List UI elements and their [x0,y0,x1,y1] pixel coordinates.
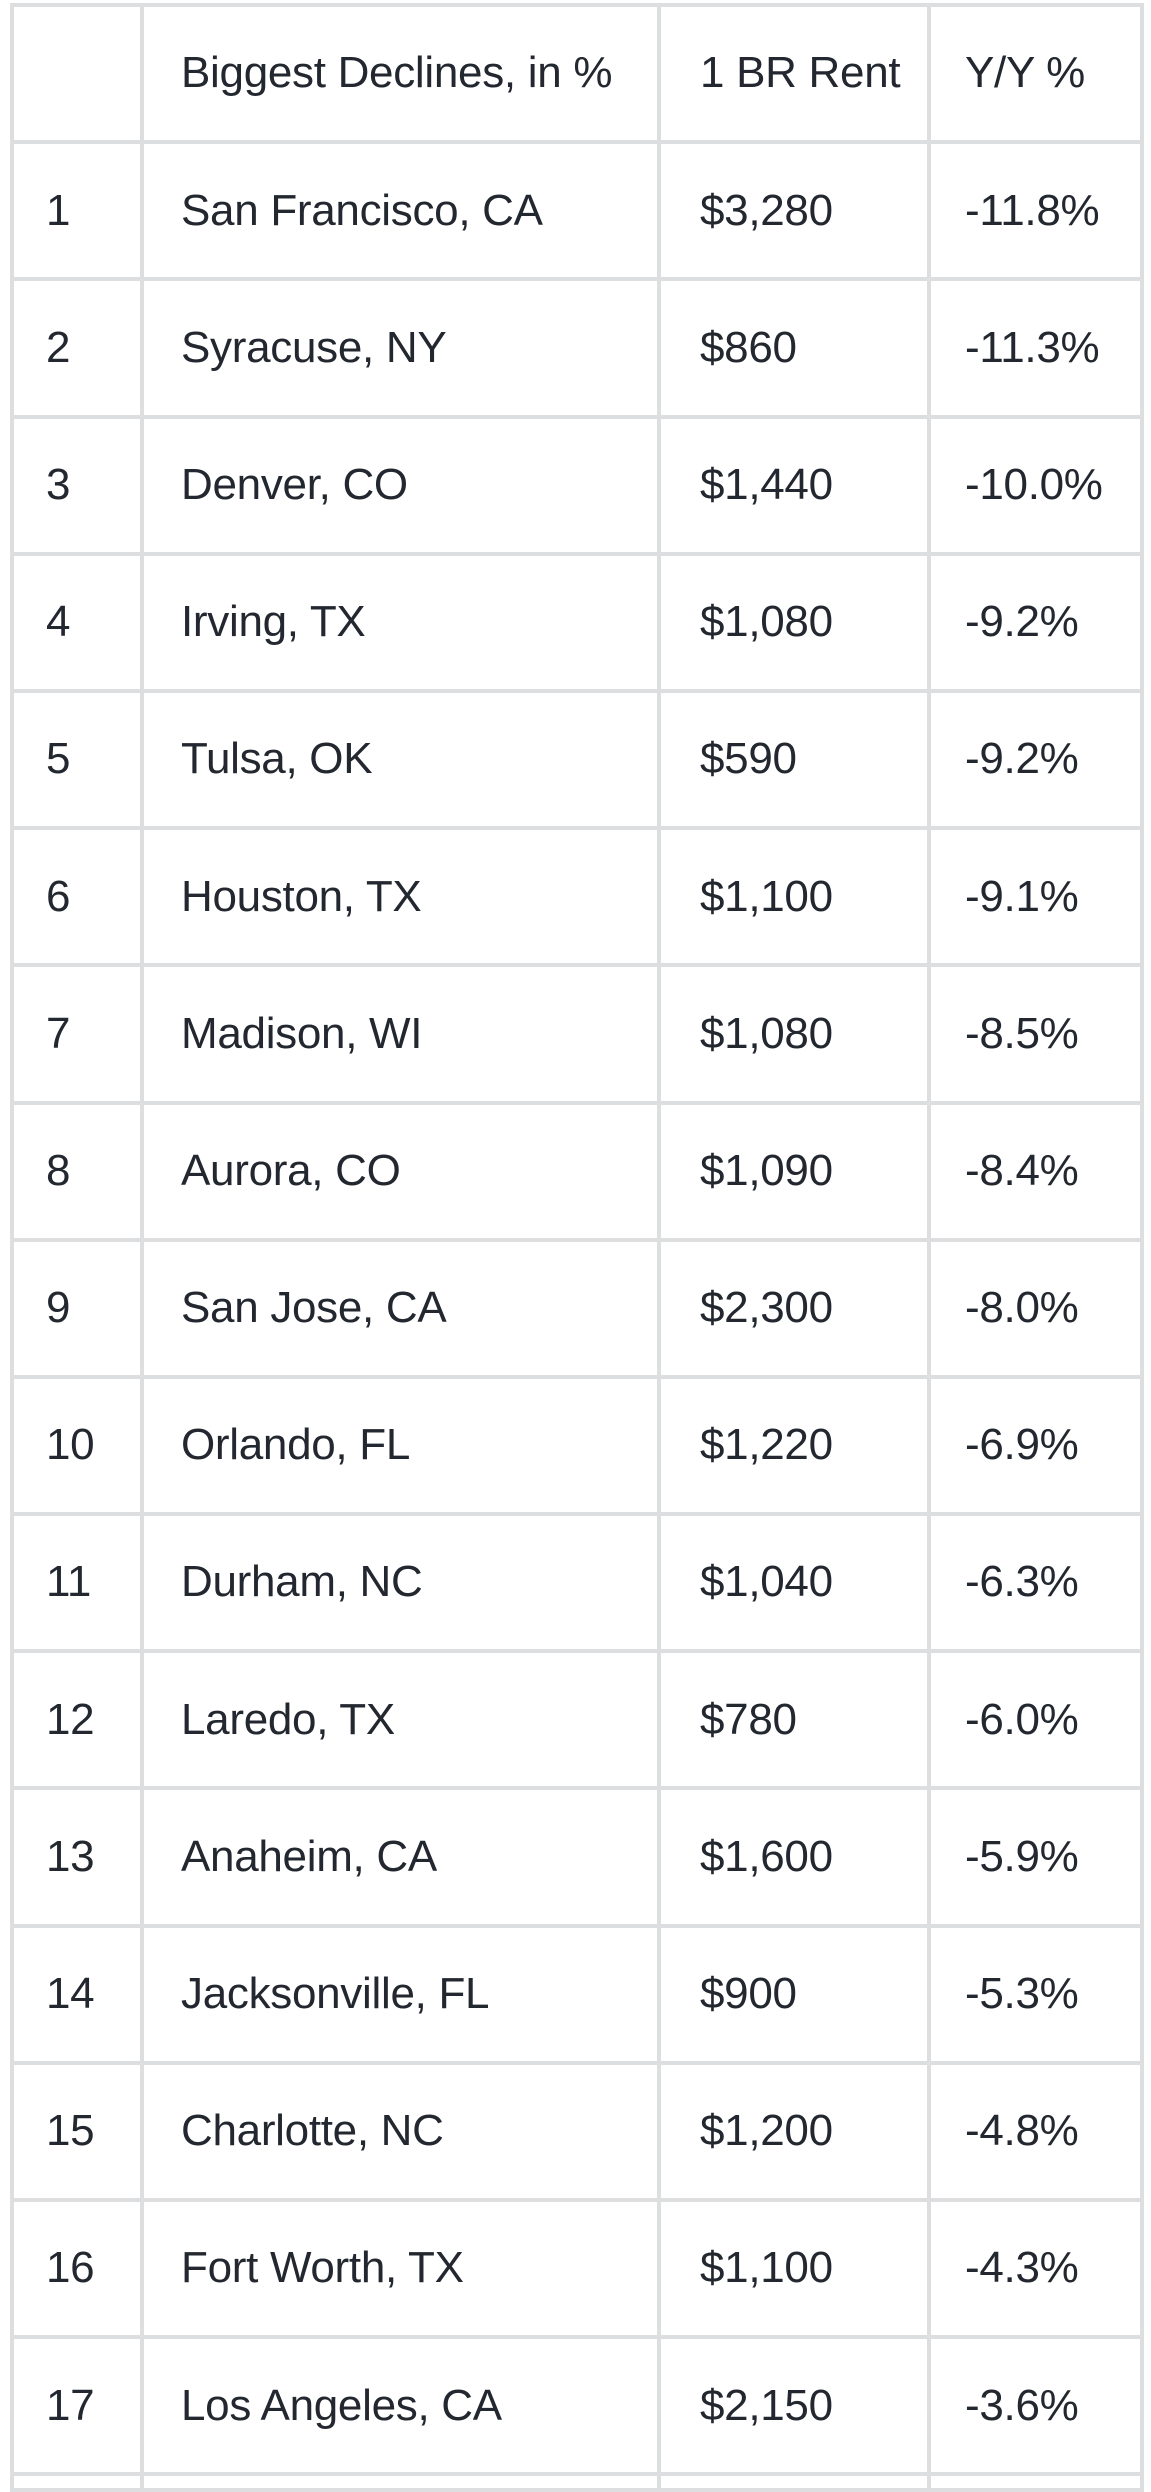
table-row: 16 Fort Worth, TX $1,100 -4.3% [14,2202,1140,2340]
row-city-cell: San Francisco, CA [144,144,661,278]
table-row: 4 Irving, TX $1,080 -9.2% [14,555,1140,693]
row-rent-cell: $2,150 [661,2339,931,2473]
row-yoy-cell: -6.0% [965,1694,1079,1744]
row-yoy-cell: -6.3% [965,1557,1079,1607]
row-yoy-cell: -8.4% [965,1145,1079,1195]
row-rent-cell: $3,280 [661,144,931,278]
row-yoy-cell: -11.3% [965,322,1100,372]
row-city-cell: Jacksonville, FL [144,1927,661,2061]
row-city-cell: Laredo, TX [144,1653,661,1787]
row-yoy-cell: -6.9% [965,1420,1079,1470]
row-rent-cell: $1,080 [661,555,931,689]
row-rent-cell [661,2476,931,2489]
row-city-cell: Madison, WI [144,967,661,1101]
row-city-cell: Syracuse, NY [144,281,661,415]
row-rent-cell: $1,440 [661,418,931,552]
row-city-cell: Aurora, CO [144,1104,661,1238]
row-rent-cell: $1,080 [661,967,931,1101]
row-rank-cell: 10 [14,1378,144,1513]
row-rent-cell: $1,220 [661,1378,931,1513]
row-city-cell: Denver, CO [144,418,661,552]
row-rent-cell: $2,300 [661,1241,931,1375]
table-body: 1 San Francisco, CA $3,280 -11.8% 2 Syracuse,… [14,144,1140,2477]
row-yoy-cell: -9.2% [965,597,1079,647]
table-row: 14 Jacksonville, FL $900 -5.3% [14,1927,1140,2065]
row-city-cell [144,2476,661,2489]
row-rent-cell: $1,040 [661,1516,931,1650]
row-yoy-cell: -9.2% [965,734,1079,784]
table-row: 6 Houston, TX $1,100 -9.1% [14,830,1140,968]
header-city-cell: Biggest Declines, in % [144,7,661,141]
row-yoy-cell: -4.8% [965,2106,1079,2156]
row-rank-cell: 8 [14,1104,144,1238]
row-rent-cell: $1,100 [661,2202,931,2336]
table-header-row: Biggest Declines, in % 1 BR Rent Y/Y % [14,7,1140,145]
row-city-cell: Anaheim, CA [144,1790,661,1924]
row-rank-cell: 13 [14,1790,144,1924]
row-yoy-cell: -8.0% [965,1283,1079,1333]
row-rent-cell: $1,100 [661,830,931,964]
header-yoy-cell: Y/Y % [965,48,1085,98]
row-city-cell: Houston, TX [144,830,661,964]
row-rent-cell: $590 [661,692,931,827]
row-rank-cell: 5 [14,692,144,827]
table-row: 15 Charlotte, NC $1,200 -4.8% [14,2064,1140,2202]
row-rank-cell: 2 [14,281,144,415]
table-row: 9 San Jose, CA $2,300 -8.0% [14,1241,1140,1379]
header-rent-cell: 1 BR Rent [661,7,931,141]
row-rank-cell: 7 [14,967,144,1101]
row-rank-cell: 14 [14,1927,144,2061]
row-city-cell: Orlando, FL [144,1378,661,1513]
table-row: 12 Laredo, TX $780 -6.0% [14,1653,1140,1791]
row-yoy-cell: -4.3% [965,2243,1079,2293]
row-city-cell: Durham, NC [144,1516,661,1650]
table-row: 10 Orlando, FL $1,220 -6.9% [14,1378,1140,1517]
row-rank-cell: 1 [14,144,144,278]
row-yoy-cell: -5.9% [965,1831,1079,1881]
row-yoy-cell: -5.3% [965,1969,1079,2019]
table-row: 17 Los Angeles, CA $2,150 -3.6% [14,2339,1140,2477]
row-yoy-cell: -10.0% [965,459,1103,509]
row-rank-cell: 15 [14,2064,144,2198]
row-rank-cell: 6 [14,830,144,964]
row-city-cell: Irving, TX [144,555,661,689]
row-city-cell: Charlotte, NC [144,2064,661,2198]
row-rent-cell: $900 [661,1927,931,2061]
row-yoy-cell: -9.1% [965,871,1079,921]
row-rank-cell: 9 [14,1241,144,1375]
table-row: 3 Denver, CO $1,440 -10.0% [14,418,1140,556]
table-row: 13 Anaheim, CA $1,600 -5.9% [14,1790,1140,1928]
row-city-cell: San Jose, CA [144,1241,661,1375]
row-rank-cell: 3 [14,418,144,552]
row-city-cell: Los Angeles, CA [144,2339,661,2473]
row-rank-cell [14,2476,144,2489]
table-row: 1 San Francisco, CA $3,280 -11.8% [14,144,1140,282]
row-rent-cell: $780 [661,1653,931,1787]
row-yoy-cell: -11.8% [965,185,1100,235]
table-row-clipped [14,2476,1140,2489]
row-yoy-cell [931,2476,1140,2488]
row-rank-cell: 17 [14,2339,144,2473]
header-rank-cell [14,7,144,141]
row-rank-cell: 11 [14,1516,144,1650]
row-rent-cell: $860 [661,281,931,415]
row-rank-cell: 16 [14,2202,144,2336]
row-rent-cell: $1,600 [661,1790,931,1924]
table-row: 8 Aurora, CO $1,090 -8.4% [14,1104,1140,1242]
row-rank-cell: 12 [14,1653,144,1787]
table-row: 11 Durham, NC $1,040 -6.3% [14,1516,1140,1654]
row-rent-cell: $1,200 [661,2064,931,2198]
row-yoy-cell: -3.6% [965,2380,1079,2430]
row-rank-cell: 4 [14,555,144,689]
row-rent-cell: $1,090 [661,1104,931,1238]
row-city-cell: Tulsa, OK [144,692,661,827]
table-row: 2 Syracuse, NY $860 -11.3% [14,281,1140,419]
table-row: 7 Madison, WI $1,080 -8.5% [14,967,1140,1105]
row-city-cell: Fort Worth, TX [144,2202,661,2336]
row-yoy-cell: -8.5% [965,1008,1079,1058]
rent-declines-table: Biggest Declines, in % 1 BR Rent Y/Y % 1… [10,3,1144,2492]
table-row: 5 Tulsa, OK $590 -9.2% [14,692,1140,831]
